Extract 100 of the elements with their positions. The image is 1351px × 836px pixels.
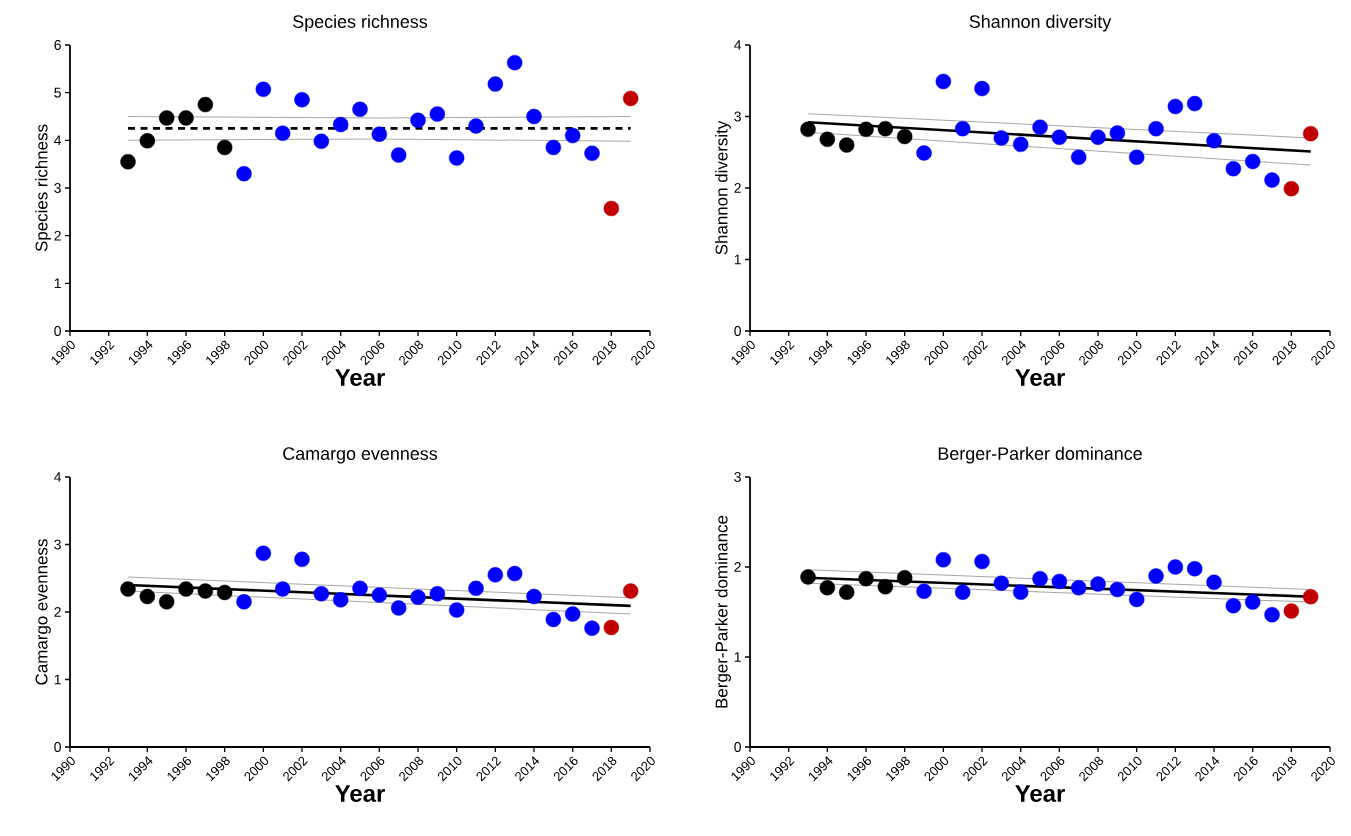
y-tick-label: 1 bbox=[734, 652, 741, 662]
point bbox=[120, 581, 136, 597]
point bbox=[506, 54, 523, 71]
point bbox=[1245, 594, 1261, 610]
point bbox=[410, 112, 426, 128]
point bbox=[1283, 181, 1300, 197]
point bbox=[1090, 576, 1106, 592]
point bbox=[1167, 98, 1184, 115]
y-tick-label: 1 bbox=[54, 278, 61, 289]
y-tick-label: 0 bbox=[54, 326, 61, 336]
y-tick-label: 0 bbox=[734, 326, 741, 336]
point bbox=[294, 551, 310, 568]
point bbox=[1109, 125, 1126, 141]
y-tick-label: 6 bbox=[54, 40, 61, 50]
point bbox=[255, 545, 272, 561]
point bbox=[448, 602, 465, 618]
chart-title: Species richness bbox=[293, 14, 428, 32]
point bbox=[429, 586, 446, 602]
y-tick-label: 2 bbox=[734, 183, 741, 193]
point bbox=[1051, 573, 1068, 590]
point bbox=[1032, 570, 1048, 587]
point bbox=[603, 200, 620, 217]
y-tick-label: 2 bbox=[54, 607, 61, 617]
point bbox=[877, 120, 894, 137]
y-tick-label: 4 bbox=[734, 40, 742, 50]
point bbox=[1303, 589, 1319, 605]
point bbox=[993, 575, 1010, 591]
point bbox=[1283, 603, 1300, 619]
point bbox=[197, 583, 214, 599]
point bbox=[1148, 120, 1164, 137]
chart-title: Berger-Parker dominance bbox=[938, 446, 1142, 464]
x-axis-title: Year bbox=[1015, 369, 1065, 386]
point bbox=[838, 137, 855, 153]
y-tick-label: 1 bbox=[54, 674, 61, 685]
point bbox=[448, 150, 465, 166]
point bbox=[526, 588, 542, 605]
point bbox=[332, 592, 349, 608]
point bbox=[993, 130, 1010, 146]
point bbox=[1225, 160, 1242, 177]
point bbox=[158, 110, 175, 126]
point bbox=[274, 581, 291, 597]
y-axis-title: Camargo evenness bbox=[35, 539, 51, 685]
y-axis-title: Species richness bbox=[35, 124, 51, 252]
y-tick-label: 4 bbox=[54, 135, 62, 146]
y-tick-label: 0 bbox=[734, 742, 741, 752]
point bbox=[120, 154, 136, 170]
x-axis-title: Year bbox=[335, 369, 385, 386]
point bbox=[1206, 133, 1222, 149]
point bbox=[236, 165, 252, 182]
chart-title: Shannon diversity bbox=[969, 14, 1112, 32]
point bbox=[352, 101, 368, 118]
point bbox=[526, 108, 542, 125]
y-axis-title: Shannon diversity bbox=[715, 120, 731, 255]
point bbox=[390, 600, 407, 616]
x-axis-title: Year bbox=[335, 785, 385, 802]
point bbox=[468, 580, 484, 597]
y-tick-label: 2 bbox=[734, 562, 741, 572]
point bbox=[584, 145, 600, 161]
y-tick-label: 2 bbox=[54, 230, 61, 241]
point bbox=[1012, 136, 1029, 153]
point bbox=[1070, 579, 1087, 596]
point bbox=[819, 579, 836, 596]
point bbox=[1264, 172, 1280, 188]
point bbox=[1051, 129, 1068, 145]
y-tick-label: 3 bbox=[54, 183, 61, 193]
point bbox=[390, 147, 407, 163]
point bbox=[158, 594, 175, 610]
point bbox=[1187, 95, 1203, 112]
point bbox=[410, 589, 426, 605]
point bbox=[858, 570, 874, 587]
point bbox=[800, 121, 816, 138]
point bbox=[332, 116, 349, 133]
point bbox=[858, 121, 874, 138]
point bbox=[564, 127, 581, 144]
point bbox=[896, 128, 913, 145]
point bbox=[1206, 574, 1222, 590]
point bbox=[487, 76, 504, 92]
point bbox=[352, 580, 368, 597]
chart-title: Camargo evenness bbox=[283, 447, 438, 464]
y-tick-label: 3 bbox=[54, 539, 61, 550]
point bbox=[216, 139, 233, 156]
point bbox=[603, 619, 620, 636]
point bbox=[1032, 119, 1048, 135]
y-tick-label: 3 bbox=[734, 111, 741, 122]
point bbox=[622, 90, 639, 107]
point bbox=[935, 552, 952, 568]
point bbox=[274, 125, 291, 141]
point bbox=[139, 133, 156, 149]
point bbox=[974, 80, 990, 97]
point bbox=[313, 586, 330, 602]
point bbox=[1129, 591, 1145, 608]
point bbox=[974, 553, 990, 570]
point bbox=[468, 118, 484, 134]
y-tick-label: 1 bbox=[734, 254, 741, 265]
point bbox=[1187, 561, 1203, 577]
point bbox=[877, 579, 894, 595]
point bbox=[139, 588, 156, 605]
point bbox=[916, 145, 932, 161]
point bbox=[935, 73, 952, 90]
point bbox=[1090, 129, 1106, 145]
